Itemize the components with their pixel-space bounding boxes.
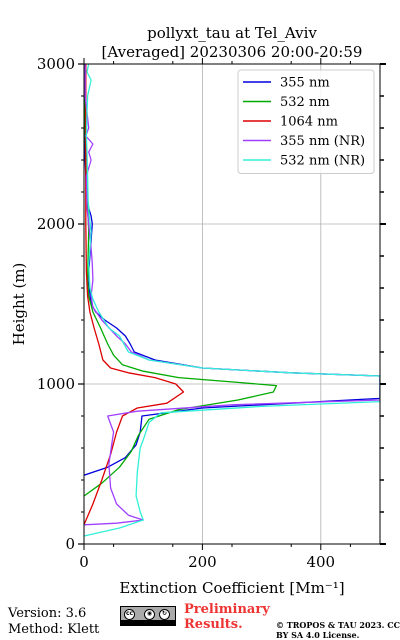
y-tick-label: 1000 [37, 375, 75, 393]
badge-strip [121, 620, 175, 625]
chart-title: pollyxt_tau at Tel_Aviv [147, 24, 317, 42]
x-tick-label: 0 [79, 553, 89, 571]
sa-icon: ↻ [159, 609, 170, 620]
y-tick-label: 2000 [37, 215, 75, 233]
series-line-3 [84, 64, 380, 526]
cc-license-badge: cc ◉ ↻ [120, 606, 176, 626]
version-text: Version: 3.6 [8, 606, 87, 621]
method-text: Method: Klett [8, 622, 100, 637]
by-icon: ◉ [144, 609, 155, 620]
series-line-2 [84, 64, 185, 526]
legend: 355 nm 532 nm 1064 nm 355 nm (NR) 532 nm (NR… [237, 69, 375, 174]
y-axis-label: Height (m) [10, 263, 28, 346]
chart-subtitle: [Averaged] 20230306 20:00-20:59 [102, 43, 363, 61]
series-lines [84, 64, 380, 537]
legend-box [237, 69, 375, 174]
legend-label: 355 nm [280, 76, 330, 91]
legend-label: 532 nm (NR) [280, 154, 365, 169]
axis-ticks: 0 200 400 0 1000 2000 3000 [37, 55, 386, 571]
series-line-4 [84, 64, 380, 537]
legend-label: 355 nm (NR) [280, 134, 365, 149]
x-tick-label: 400 [306, 553, 335, 571]
y-tick-label: 0 [65, 535, 75, 553]
copyright-notice: © TROPOS & TAU 2023. CC BY SA 4.0 Licens… [276, 620, 400, 640]
extinction-chart: 0 200 400 0 1000 2000 3000 pollyxt_tau at Tel_… [10, 24, 386, 597]
legend-label: 1064 nm [280, 115, 338, 130]
cc-icon: cc [124, 609, 135, 620]
y-tick-label: 3000 [37, 55, 75, 73]
x-tick-label: 200 [188, 553, 217, 571]
x-axis-label: Extinction Coefficient [Mm⁻¹] [119, 579, 344, 597]
legend-label: 532 nm [280, 95, 330, 110]
preliminary-notice: Preliminary Results. [184, 602, 270, 632]
